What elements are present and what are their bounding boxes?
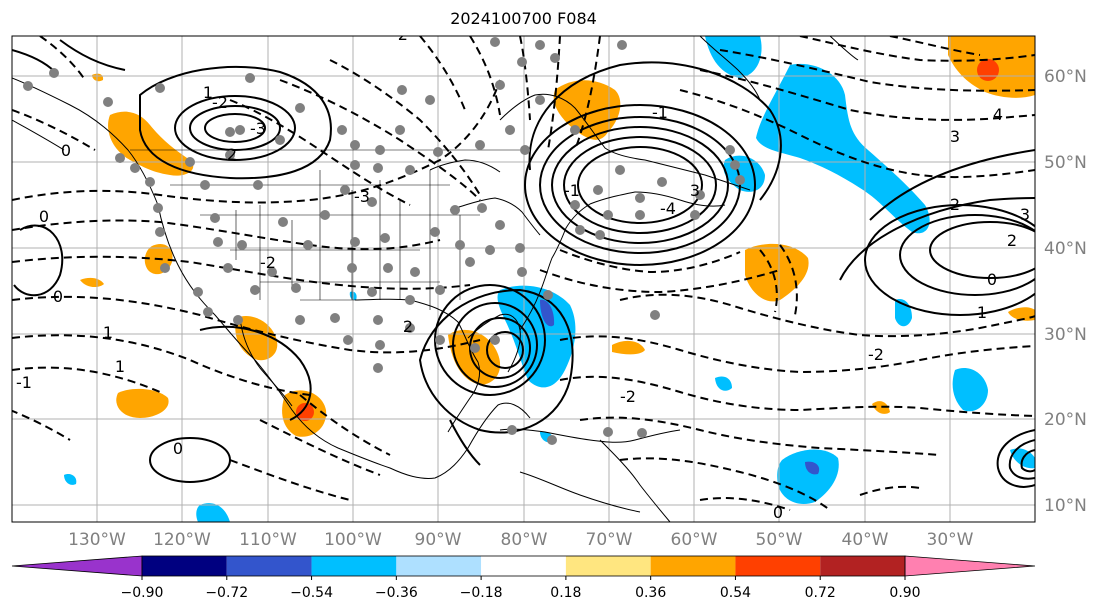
contour-label: -4 xyxy=(660,199,676,218)
colorbar-segment xyxy=(650,556,736,576)
contour-label: 0 xyxy=(173,439,183,458)
graticule xyxy=(12,36,1035,522)
lon-label: 50°W xyxy=(756,530,803,550)
lon-label: 90°W xyxy=(415,530,462,550)
contour-label: -3 xyxy=(354,187,370,206)
contour-label: 0 xyxy=(987,270,997,289)
contour-label: 0 xyxy=(61,141,71,160)
lon-label: 120°W xyxy=(153,530,211,550)
contour-label: 0 xyxy=(773,503,783,522)
lon-label: 30°W xyxy=(927,530,974,550)
colorbar-tick-label: −0.72 xyxy=(205,585,248,601)
map-title: 2024100700 F084 xyxy=(450,9,597,28)
contour-label: 0 xyxy=(39,207,49,226)
political-borders xyxy=(130,149,520,310)
contour-label: 2 xyxy=(1007,231,1017,250)
contour-label: -2 xyxy=(392,25,408,44)
lat-label: 50°N xyxy=(1044,153,1087,173)
colorbar-tick-label: −0.54 xyxy=(290,585,333,601)
lon-label: 70°W xyxy=(586,530,633,550)
lon-label: 60°W xyxy=(671,530,718,550)
colorbar-tick-label: 0.54 xyxy=(720,585,751,601)
colorbar-ticks: −0.90 −0.72 −0.54 −0.36 −0.18 0.18 0.36 0.54 0.7… xyxy=(121,576,921,601)
colorbar-segment xyxy=(481,556,566,576)
contour-label: -1 xyxy=(652,103,668,122)
colorbar-outline xyxy=(141,555,906,577)
contour-label: -3 xyxy=(250,119,266,138)
lat-label: 60°N xyxy=(1044,67,1087,87)
lon-label: 130°W xyxy=(68,530,126,550)
colorbar-tick-label: −0.18 xyxy=(460,585,503,601)
contour-label: 3 xyxy=(1020,205,1030,224)
dashed-contours xyxy=(12,36,1035,511)
contour-label: 1 xyxy=(115,357,125,376)
map-frame xyxy=(11,35,1036,523)
contour-label: -2 xyxy=(868,345,884,364)
colorbar-segment xyxy=(142,556,227,576)
colorbar-segment xyxy=(311,556,397,576)
colorbar-tick-label: 0.18 xyxy=(550,585,581,601)
colorbar-tick-label: 0.36 xyxy=(635,585,666,601)
lat-label: 30°N xyxy=(1044,325,1087,345)
longitude-axis: 130°W 120°W 110°W 100°W 90°W 80°W 70°W 6… xyxy=(68,530,974,550)
contour-label: 1 xyxy=(103,323,113,342)
colorbar-tick-label: −0.90 xyxy=(121,585,164,601)
contour-label: 2 xyxy=(227,145,237,164)
lon-label: 80°W xyxy=(501,530,548,550)
colorbar-tick-label: 0.72 xyxy=(805,585,836,601)
lat-label: 20°N xyxy=(1044,410,1087,430)
lon-label: 110°W xyxy=(239,530,297,550)
colorbar-segment xyxy=(820,556,905,576)
colorbar xyxy=(11,555,1036,577)
contour-label: -2 xyxy=(260,253,276,272)
contour-label: -2 xyxy=(212,93,228,112)
lat-label: 10°N xyxy=(1044,496,1087,516)
colorbar-extend-low xyxy=(11,555,143,577)
contour-label: 1 xyxy=(977,303,987,322)
contour-label: 2 xyxy=(950,195,960,214)
lat-label: 40°N xyxy=(1044,239,1087,259)
contour-label: 0 xyxy=(53,287,63,306)
contour-label: 2 xyxy=(403,317,413,336)
lon-label: 100°W xyxy=(324,530,382,550)
colorbar-tick-label: −0.36 xyxy=(375,585,418,601)
lon-label: 40°W xyxy=(842,530,889,550)
colorbar-segment xyxy=(226,556,312,576)
colorbar-segment xyxy=(735,556,821,576)
contour-label: -1 xyxy=(16,373,32,392)
colorbar-segment xyxy=(396,556,482,576)
contour-labels: 1 -3 -2 -3 0 1 -1 3 -2 4 3 1 2 2 3 0 -2 … xyxy=(16,25,1030,522)
contour-label: 4 xyxy=(993,105,1003,124)
colorbar-segment xyxy=(565,556,651,576)
colorbar-extend-high xyxy=(904,555,1036,577)
contour-label: -2 xyxy=(620,387,636,406)
station-dots xyxy=(23,37,745,445)
contour-label: 3 xyxy=(690,181,700,200)
latitude-axis: 60°N 50°N 40°N 30°N 20°N 10°N xyxy=(1044,67,1087,516)
contour-label: 1 xyxy=(203,83,213,102)
colorbar-tick-label: 0.90 xyxy=(889,585,920,601)
contour-label: 3 xyxy=(950,127,960,146)
contour-label: -1 xyxy=(564,181,580,200)
